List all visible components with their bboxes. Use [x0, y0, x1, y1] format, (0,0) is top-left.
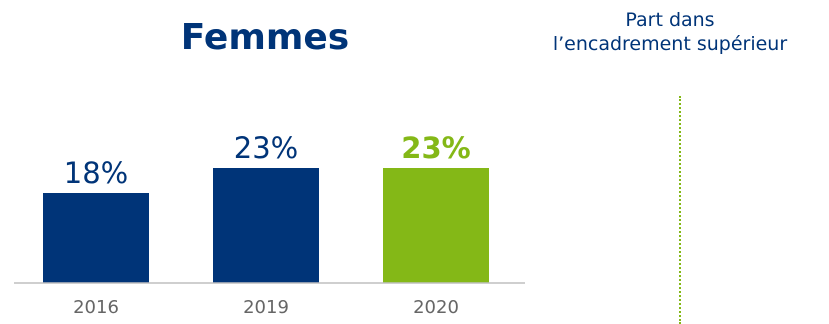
- value-label-2020: 23%: [401, 131, 470, 165]
- subtitle-line-1: Part dans: [625, 9, 715, 31]
- chart-subtitle: Part dans l’encadrement supérieur: [520, 8, 820, 56]
- chart-title: Femmes: [180, 17, 350, 58]
- x-tick-label-2019: 2019: [243, 297, 289, 318]
- x-tick-labels-group: 2016 2019 2020: [73, 297, 459, 318]
- x-tick-label-2020: 2020: [413, 297, 459, 318]
- bar-2016: [43, 193, 149, 283]
- value-label-2019: 23%: [234, 131, 298, 165]
- value-label-2016: 18%: [64, 156, 128, 190]
- bar-2019: [213, 168, 319, 283]
- dotted-divider: [679, 96, 681, 324]
- subtitle-line-2: l’encadrement supérieur: [552, 33, 788, 55]
- value-labels-group: 18% 23% 23%: [64, 131, 471, 190]
- x-tick-label-2016: 2016: [73, 297, 119, 318]
- bars-group: [43, 168, 489, 283]
- bar-2020: [383, 168, 489, 283]
